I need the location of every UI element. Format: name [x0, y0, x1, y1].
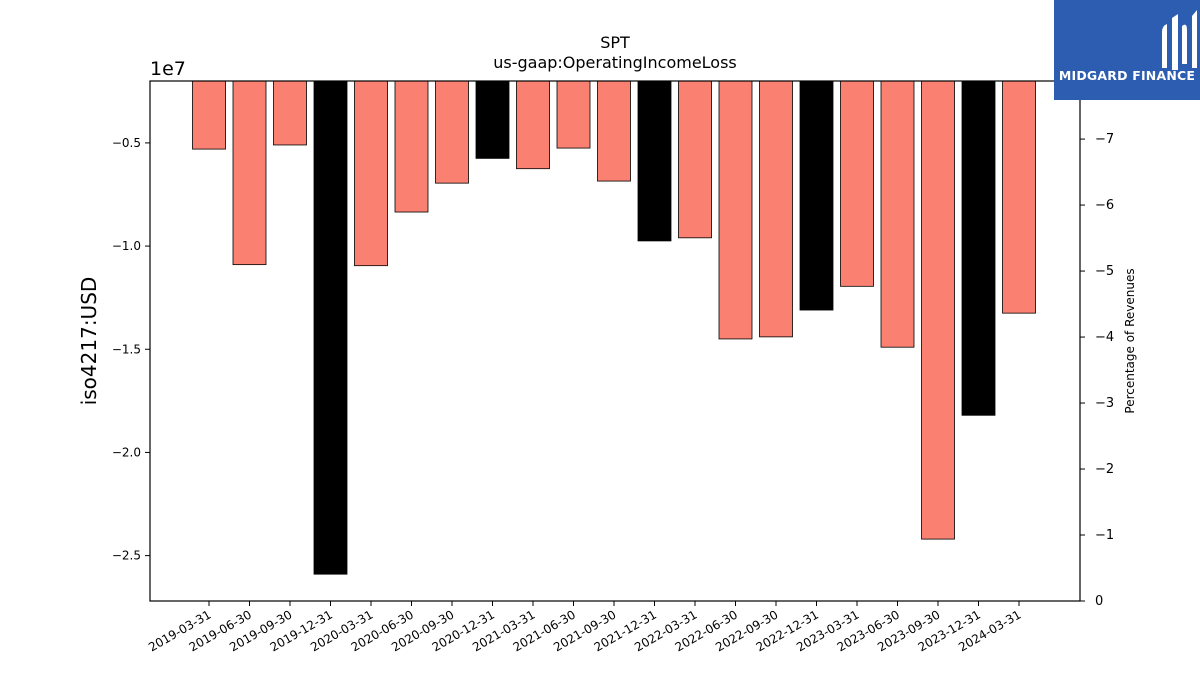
bar-2022-09-30 — [759, 80, 793, 338]
y2-tick-label: −2 — [1095, 462, 1114, 477]
bar-2022-12-31 — [799, 80, 834, 311]
x-axis-ticks: 2019-03-312019-06-302019-09-302019-12-31… — [146, 601, 1024, 654]
midgard-finance-logo: MIDGARD FINANCE — [1054, 0, 1200, 100]
bar-2023-09-30 — [921, 80, 955, 540]
chart-subtitle: us-gaap:OperatingIncomeLoss — [493, 53, 737, 72]
bar-2020-06-30 — [394, 80, 429, 213]
bar-2019-12-31 — [313, 80, 348, 575]
y-axis-label: iso4217:USD — [77, 277, 101, 406]
bar-series — [192, 80, 1036, 575]
secondary-y-axis-ticks: 0 −1 −2 −3 −4 −5 −6 −7 — [1080, 132, 1114, 609]
bar-2019-09-30 — [273, 80, 307, 146]
bar-2022-03-31 — [678, 80, 712, 239]
bar-2019-06-30 — [232, 80, 267, 266]
chart-title: SPT — [600, 33, 630, 52]
bar-2021-03-31 — [516, 80, 550, 170]
y2-tick-label: 0 — [1095, 594, 1103, 609]
y2-tick-label: −7 — [1095, 132, 1114, 147]
logo-text: MIDGARD FINANCE — [1058, 68, 1196, 83]
secondary-y-axis-label: Percentage of Revenues — [1123, 268, 1137, 413]
y-axis-offset-label: 1e7 — [150, 58, 186, 80]
bar-2022-06-30 — [718, 80, 753, 340]
y2-tick-label: −5 — [1095, 264, 1114, 279]
y-axis-ticks: −0.5 −1.0 −1.5 −2.0 −2.5 — [112, 136, 150, 563]
bar-2020-03-31 — [354, 80, 388, 267]
bar-2021-12-31 — [637, 80, 672, 242]
bar-2023-03-31 — [840, 80, 874, 287]
y2-tick-label: −4 — [1095, 330, 1114, 345]
y2-tick-label: −6 — [1095, 198, 1114, 213]
bar-2019-03-31 — [192, 80, 226, 150]
y2-tick-label: −1 — [1095, 528, 1114, 543]
bar-2024-03-31 — [1002, 80, 1036, 314]
bar-2020-09-30 — [435, 80, 469, 184]
y-tick-label: −1.0 — [112, 239, 141, 253]
y-tick-label: −2.5 — [112, 549, 141, 563]
bar-2020-12-31 — [475, 80, 510, 159]
bar-2021-06-30 — [556, 80, 591, 149]
y-tick-label: −2.0 — [112, 445, 141, 459]
bar-2023-06-30 — [880, 80, 915, 348]
y-tick-label: −1.5 — [112, 342, 141, 356]
midgard-logo-icon — [1162, 10, 1197, 70]
bar-2021-09-30 — [597, 80, 631, 182]
y2-tick-label: −3 — [1095, 396, 1114, 411]
bar-2023-12-31 — [961, 80, 996, 416]
y-tick-label: −0.5 — [112, 136, 141, 150]
plot-area-frame — [149, 80, 1081, 602]
